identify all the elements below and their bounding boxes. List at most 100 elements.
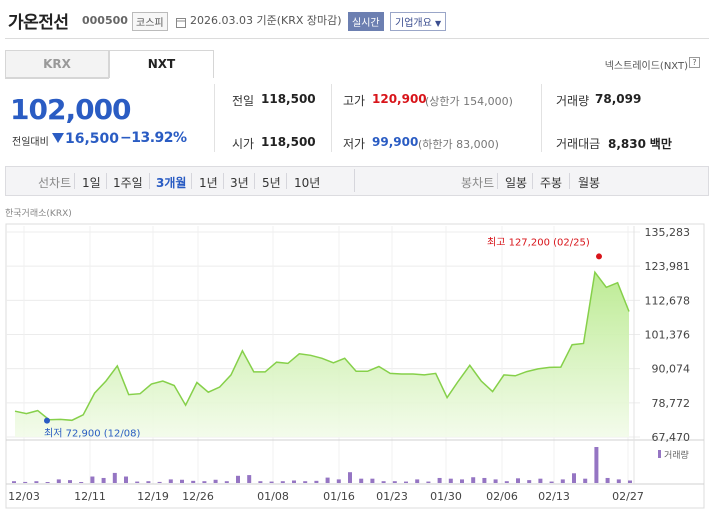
volume-bar — [34, 481, 39, 483]
x-tick-label: 12/19 — [137, 490, 169, 503]
volume-bar — [381, 481, 386, 483]
upper-limit: (상한가 154,000) — [425, 95, 513, 108]
volume-label: 거래량 — [556, 94, 590, 108]
period-1w[interactable]: 1주일 — [113, 176, 143, 190]
volume-bar — [202, 481, 207, 483]
high-point-marker — [596, 253, 602, 260]
open-label: 시가 — [232, 137, 255, 151]
market-badge: 코스피 — [132, 12, 168, 31]
low-annotation: 최저 72,900 (12/08) — [44, 428, 140, 440]
low-label: 저가 — [343, 137, 366, 151]
volume-bar — [314, 480, 319, 483]
high-label: 고가 — [343, 94, 366, 108]
candle-weekly[interactable]: 주봉 — [540, 176, 563, 190]
chart-period-bar — [5, 166, 709, 196]
period-1d[interactable]: 1일 — [82, 176, 101, 190]
high-value: 120,900 — [372, 92, 427, 106]
volume-value: 78,099 — [595, 92, 642, 106]
company-overview-dropdown[interactable]: 기업개요 ▼ — [390, 12, 447, 31]
y-tick-label: 101,376 — [645, 329, 691, 342]
volume-bar — [90, 476, 95, 483]
x-tick-label: 01/23 — [376, 490, 408, 503]
y-tick-label: 67,470 — [652, 431, 691, 444]
lower-limit: (하한가 83,000) — [418, 138, 499, 151]
x-tick-label: 01/08 — [257, 490, 289, 503]
volume-bar — [392, 481, 397, 483]
volume-bar — [12, 481, 16, 483]
y-tick-label: 112,678 — [645, 294, 691, 307]
x-tick-label: 12/11 — [74, 490, 106, 503]
low-point-marker — [44, 417, 50, 424]
volume-bar — [448, 478, 453, 483]
volume-bar — [572, 473, 576, 483]
candle-daily[interactable]: 일봉 — [505, 176, 528, 190]
y-tick-label: 123,981 — [645, 260, 691, 273]
volume-bar — [370, 478, 375, 483]
current-price: 102,000 — [10, 93, 132, 126]
volume-bar — [258, 481, 263, 483]
low-value: 99,900 — [372, 135, 419, 149]
volume-bar — [269, 481, 274, 483]
x-tick-label: 12/26 — [182, 490, 214, 503]
volume-bar — [79, 482, 84, 483]
volume-bar — [280, 481, 285, 483]
down-triangle-icon — [52, 133, 64, 143]
candle-chart-label[interactable]: 봉차트 — [461, 176, 495, 190]
chevron-down-icon: ▼ — [435, 19, 442, 28]
volume-bar — [191, 480, 196, 483]
volume-bar — [68, 480, 72, 483]
price-line — [14, 270, 630, 422]
period-1y[interactable]: 1년 — [199, 176, 218, 190]
x-tick-label: 01/30 — [430, 490, 462, 503]
volume-bar — [583, 478, 588, 483]
change-amount: 16,500 — [52, 131, 119, 147]
volume-bar — [157, 481, 162, 483]
tab-nxt[interactable]: NXT — [109, 50, 214, 78]
volume-bar — [247, 475, 252, 483]
prev-close-value: 118,500 — [261, 92, 316, 106]
line-chart-label[interactable]: 선차트 — [38, 176, 72, 190]
x-tick-label: 02/06 — [486, 490, 518, 503]
x-tick-label: 01/16 — [323, 490, 355, 503]
volume-bar — [224, 481, 229, 483]
calendar-icon — [176, 13, 186, 28]
x-tick-label: 02/13 — [538, 490, 570, 503]
volume-bar — [527, 480, 532, 483]
volume-bar — [594, 447, 599, 483]
volume-bar — [549, 481, 554, 483]
volume-bar — [303, 481, 308, 483]
realtime-badge[interactable]: 실시간 — [348, 12, 384, 31]
volume-bar — [348, 472, 352, 483]
help-icon[interactable]: ? — [689, 57, 700, 68]
period-3y[interactable]: 3년 — [230, 176, 249, 190]
nxt-link[interactable]: 넥스트레이드(NXT) — [604, 61, 688, 72]
volume-bar — [45, 482, 50, 483]
volume-bar — [292, 480, 296, 483]
volume-bar — [23, 481, 28, 483]
volume-bar — [516, 478, 520, 483]
volume-bar — [56, 479, 61, 483]
chart-source: 한국거래소(KRX) — [5, 209, 72, 219]
price-area — [15, 272, 629, 437]
amount-value: 8,830 백만 — [608, 137, 672, 151]
volume-bar — [437, 477, 442, 483]
volume-bar — [616, 479, 621, 483]
candle-monthly[interactable]: 월봉 — [578, 176, 601, 190]
volume-bar — [359, 478, 364, 483]
volume-bar — [415, 479, 420, 483]
quote-date: 2026.03.03 기준(KRX 장마감) — [190, 14, 342, 27]
tab-krx[interactable]: KRX — [5, 50, 109, 78]
period-10y[interactable]: 10년 — [294, 176, 321, 190]
period-5y[interactable]: 5년 — [262, 176, 281, 190]
volume-legend-swatch — [658, 450, 661, 458]
y-tick-label: 78,772 — [652, 397, 691, 410]
volume-bar — [336, 479, 341, 483]
volume-bar — [135, 481, 140, 483]
period-3m[interactable]: 3개월 — [156, 176, 187, 190]
stock-name: 가온전선 — [8, 13, 69, 33]
volume-bar — [460, 479, 464, 483]
change-percent: −13.92% — [120, 130, 187, 146]
y-tick-label: 90,074 — [652, 363, 691, 376]
volume-bar — [493, 479, 498, 483]
